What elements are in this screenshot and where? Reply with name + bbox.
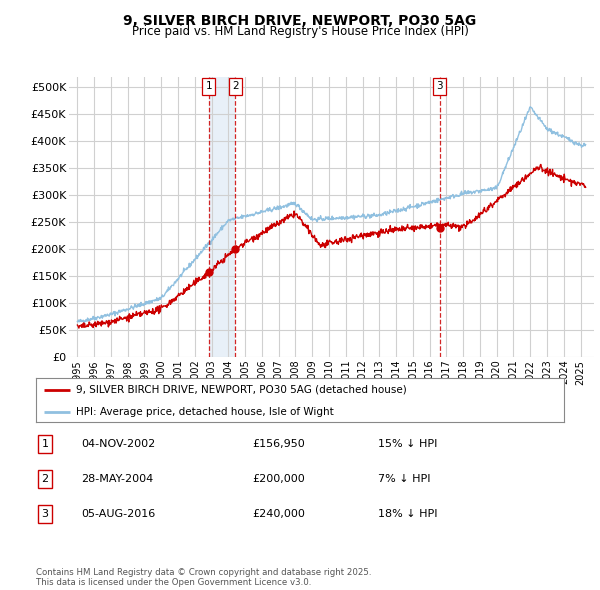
Bar [209, 77, 235, 357]
Text: Price paid vs. HM Land Registry's House Price Index (HPI): Price paid vs. HM Land Registry's House … [131, 25, 469, 38]
Text: 05-AUG-2016: 05-AUG-2016 [81, 509, 155, 519]
Text: 9, SILVER BIRCH DRIVE, NEWPORT, PO30 5AG (detached house): 9, SILVER BIRCH DRIVE, NEWPORT, PO30 5AG… [76, 385, 406, 395]
Text: 7% ↓ HPI: 7% ↓ HPI [378, 474, 431, 484]
Text: 1: 1 [41, 440, 49, 449]
Text: £240,000: £240,000 [252, 509, 305, 519]
Text: 9, SILVER BIRCH DRIVE, NEWPORT, PO30 5AG: 9, SILVER BIRCH DRIVE, NEWPORT, PO30 5AG [124, 14, 476, 28]
Text: 3: 3 [436, 81, 443, 91]
Text: Contains HM Land Registry data © Crown copyright and database right 2025.
This d: Contains HM Land Registry data © Crown c… [36, 568, 371, 587]
Text: £156,950: £156,950 [252, 440, 305, 449]
Text: 1: 1 [206, 81, 212, 91]
Text: 3: 3 [41, 509, 49, 519]
Text: 2: 2 [232, 81, 239, 91]
Text: 04-NOV-2002: 04-NOV-2002 [81, 440, 155, 449]
Text: 2: 2 [41, 474, 49, 484]
Text: 18% ↓ HPI: 18% ↓ HPI [378, 509, 437, 519]
Text: HPI: Average price, detached house, Isle of Wight: HPI: Average price, detached house, Isle… [76, 407, 334, 417]
Text: £200,000: £200,000 [252, 474, 305, 484]
Text: 15% ↓ HPI: 15% ↓ HPI [378, 440, 437, 449]
Text: 28-MAY-2004: 28-MAY-2004 [81, 474, 153, 484]
